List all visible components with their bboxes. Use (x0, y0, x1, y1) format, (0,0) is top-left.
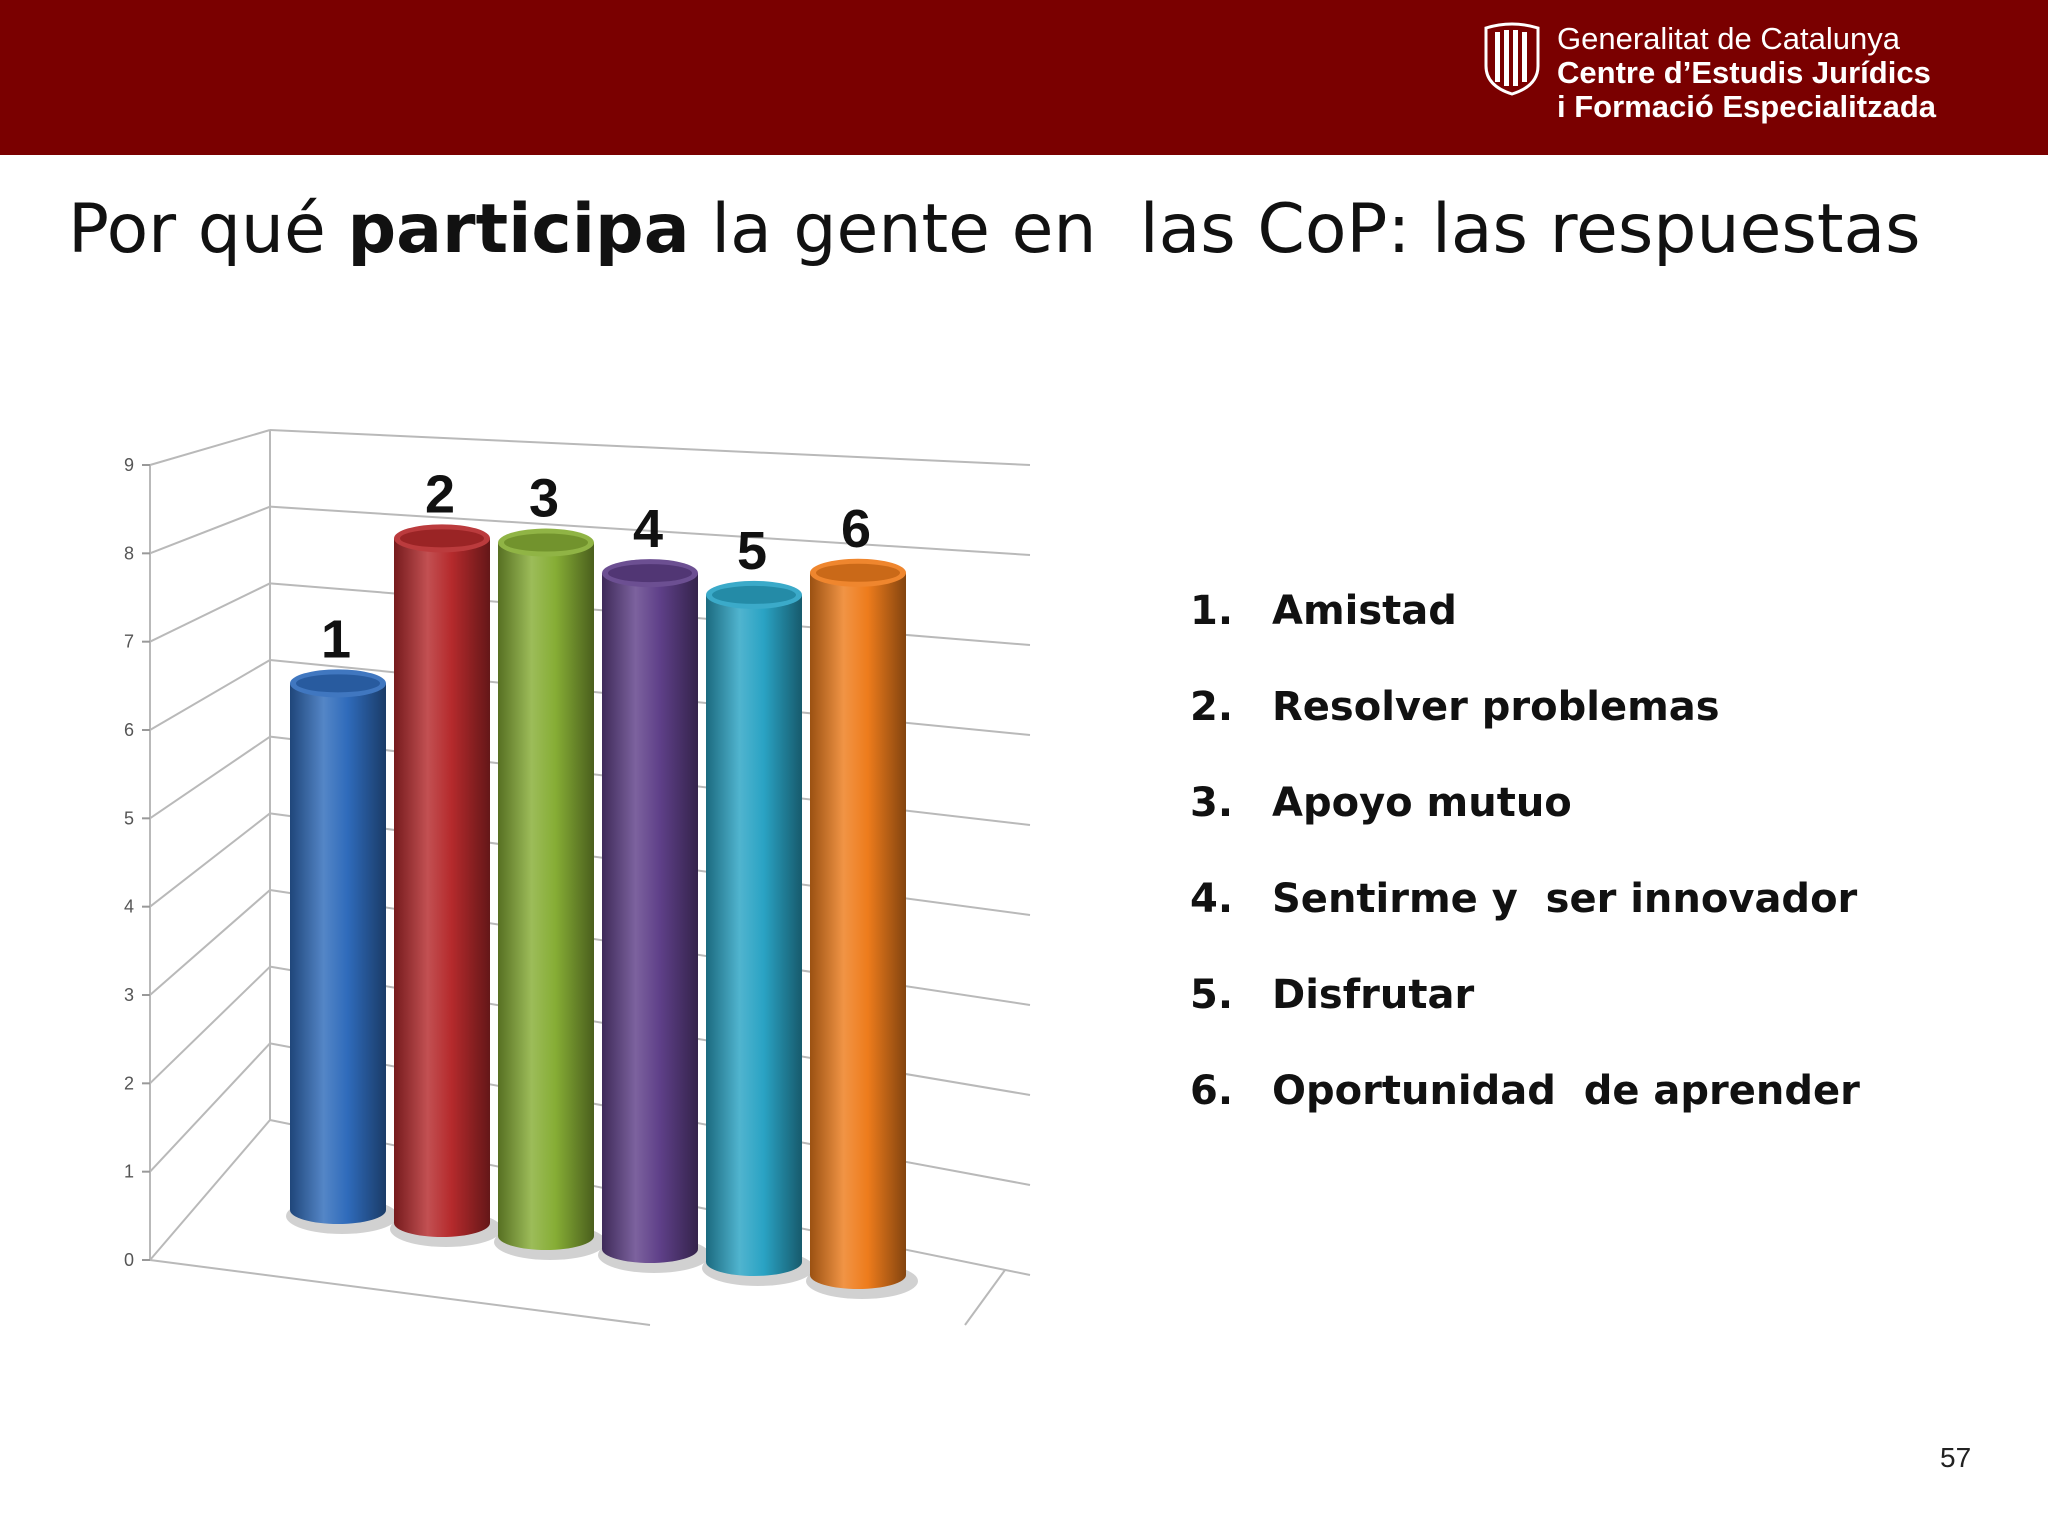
y-tick-label: 5 (124, 808, 134, 828)
bar-top-inner (400, 529, 484, 548)
legend-item-label: Sentirme y ser innovador (1272, 876, 1858, 922)
bars (286, 524, 918, 1299)
gridline-back (269, 505, 1031, 556)
legend-item-label: Resolver problemas (1272, 684, 1720, 730)
bar-6 (806, 558, 918, 1299)
legend-item-label: Apoyo mutuo (1272, 780, 1572, 826)
title-bold: participa (347, 190, 690, 269)
bar-1 (286, 669, 398, 1234)
legend-item: 2. Resolver problemas (1190, 684, 1860, 780)
gridline-left (149, 659, 271, 731)
organization-name: Generalitat de Catalunya Centre d’Estudi… (1557, 22, 1936, 124)
bar-4 (598, 559, 710, 1273)
bar-top-inner (296, 674, 380, 693)
gridline-left (149, 735, 271, 820)
bar-2 (390, 524, 502, 1247)
legend-item-label: Oportunidad de aprender (1272, 1068, 1860, 1114)
legend-item: 4. Sentirme y ser innovador (1190, 876, 1860, 972)
legend-item-label: Disfrutar (1272, 972, 1475, 1018)
y-tick-label: 6 (124, 720, 134, 740)
org-line-1: Generalitat de Catalunya (1557, 21, 1900, 56)
bar-body (290, 683, 386, 1224)
y-tick-label: 0 (124, 1250, 134, 1270)
y-tick-label: 7 (124, 632, 134, 652)
header-bar: Generalitat de Catalunya Centre d’Estudi… (0, 0, 2048, 155)
y-tick-label: 8 (124, 543, 134, 563)
page-number: 57 (1940, 1442, 1972, 1473)
bar-3 (494, 528, 606, 1260)
org-line-2: Centre d’Estudis Jurídics (1557, 55, 1931, 90)
y-tick-label: 4 (124, 897, 134, 917)
bar-label: 3 (529, 469, 559, 529)
legend-item-label: Amistad (1272, 588, 1457, 634)
gridline-left (149, 582, 271, 643)
bar-top-inner (712, 585, 796, 604)
org-line-3: i Formació Especialitzada (1557, 89, 1937, 124)
legend-item-number: 3. (1190, 780, 1234, 826)
title-prefix: Por qué (68, 190, 348, 269)
y-tick-label: 9 (124, 455, 134, 475)
generalitat-logo-icon (1484, 22, 1540, 96)
legend-item: 5. Disfrutar (1190, 972, 1860, 1068)
gridline-left (149, 429, 271, 466)
slide-title: Por qué participa la gente en las CoP: l… (68, 190, 1921, 269)
bar-top-inner (816, 563, 900, 582)
legend-item: 6. Oportunidad de aprender (1190, 1068, 1860, 1164)
gridline-left (149, 889, 271, 996)
legend-item-number: 1. (1190, 588, 1234, 634)
legend-item-number: 2. (1190, 684, 1234, 730)
legend-item-number: 4. (1190, 876, 1234, 922)
bar-body (810, 572, 906, 1289)
bar-label: 4 (633, 499, 663, 559)
legend-item: 3. Apoyo mutuo (1190, 780, 1860, 876)
floor-front-edge (149, 1259, 651, 1326)
y-tick-label: 3 (124, 985, 134, 1005)
legend-item-number: 5. (1190, 972, 1234, 1018)
gridline-left (149, 505, 271, 555)
bar-top-inner (504, 533, 588, 552)
bar-label: 5 (737, 521, 767, 581)
floor-right-edge (964, 1269, 1006, 1326)
gridline-back (269, 429, 1031, 466)
bar-5 (702, 580, 814, 1286)
y-tick-label: 2 (124, 1073, 134, 1093)
bar-label: 2 (425, 464, 455, 524)
title-suffix: la gente en las CoP: las respuestas (689, 190, 1921, 269)
bar-body (602, 573, 698, 1263)
bar-body (706, 594, 802, 1276)
bar-chart: 0 1 2 3 4 5 6 7 8 9 1 2 3 4 5 6 (124, 429, 1031, 1326)
bar-top-inner (608, 564, 692, 583)
gridline-left (149, 1119, 271, 1261)
bar-label: 6 (841, 499, 871, 559)
legend-item-number: 6. (1190, 1068, 1234, 1114)
gridline-left (149, 965, 271, 1085)
legend-item: 1. Amistad (1190, 588, 1860, 684)
legend-list: 1. Amistad 2. Resolver problemas 3. Apoyo mut… (1190, 588, 1860, 1164)
y-tick-label: 1 (124, 1162, 134, 1182)
bar-body (498, 542, 594, 1250)
bar-label: 1 (321, 609, 351, 669)
gridline-left (149, 812, 271, 908)
gridline-left (149, 1042, 271, 1173)
bar-body (394, 538, 490, 1237)
